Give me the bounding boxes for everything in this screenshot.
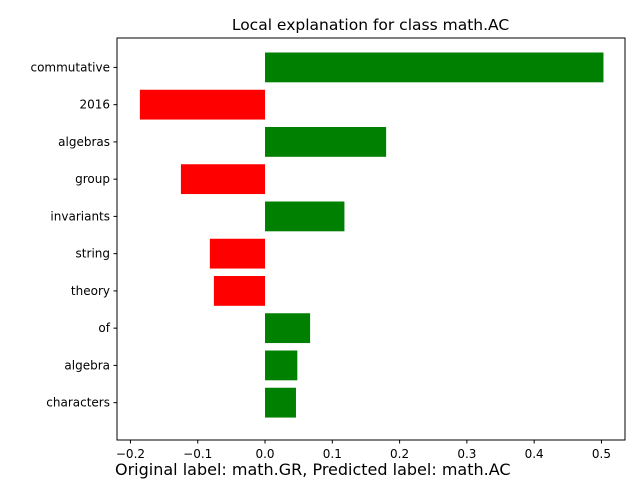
bar-invariants	[265, 201, 345, 232]
bar-of	[265, 313, 311, 344]
bar-theory	[213, 276, 266, 306]
y-tick-label: invariants	[50, 209, 110, 223]
x-tick-label: 0.2	[390, 447, 409, 461]
y-tick-label: group	[75, 172, 110, 186]
y-tick-label: commutative	[30, 60, 110, 74]
bar-algebras	[265, 127, 387, 157]
prediction-caption: Original label: math.GR, Predicted label…	[115, 460, 511, 479]
y-axis: commutative 2016 algebras group invariants st…	[30, 60, 117, 410]
bar-2016	[139, 89, 266, 120]
x-tick-label: 0.4	[525, 447, 544, 461]
chart-title: Local explanation for class math.AC	[232, 16, 509, 34]
x-tick-label: −0.2	[116, 447, 145, 461]
x-axis: −0.2 −0.1 0.0 0.1 0.2 0.3 0.4 0.5	[116, 440, 611, 461]
bar-algebra	[265, 350, 298, 381]
y-tick-label: 2016	[79, 98, 110, 112]
y-tick-label: theory	[71, 284, 110, 298]
bar-characters	[265, 387, 296, 418]
y-tick-label: characters	[46, 396, 110, 410]
x-tick-label: 0.5	[592, 447, 611, 461]
x-tick-label: −0.1	[183, 447, 212, 461]
y-tick-label: string	[76, 247, 110, 261]
y-tick-label: algebra	[64, 358, 110, 372]
plot-frame	[116, 37, 626, 441]
x-tick-label: 0.1	[323, 447, 342, 461]
y-tick-label: of	[98, 321, 110, 335]
bars	[139, 52, 604, 418]
x-tick-label: 0.3	[457, 447, 476, 461]
bar-commutative	[265, 52, 604, 83]
y-tick-label: algebras	[58, 135, 110, 149]
x-tick-label: 0.0	[255, 447, 274, 461]
bar-string	[209, 238, 266, 269]
bar-group	[180, 164, 266, 195]
